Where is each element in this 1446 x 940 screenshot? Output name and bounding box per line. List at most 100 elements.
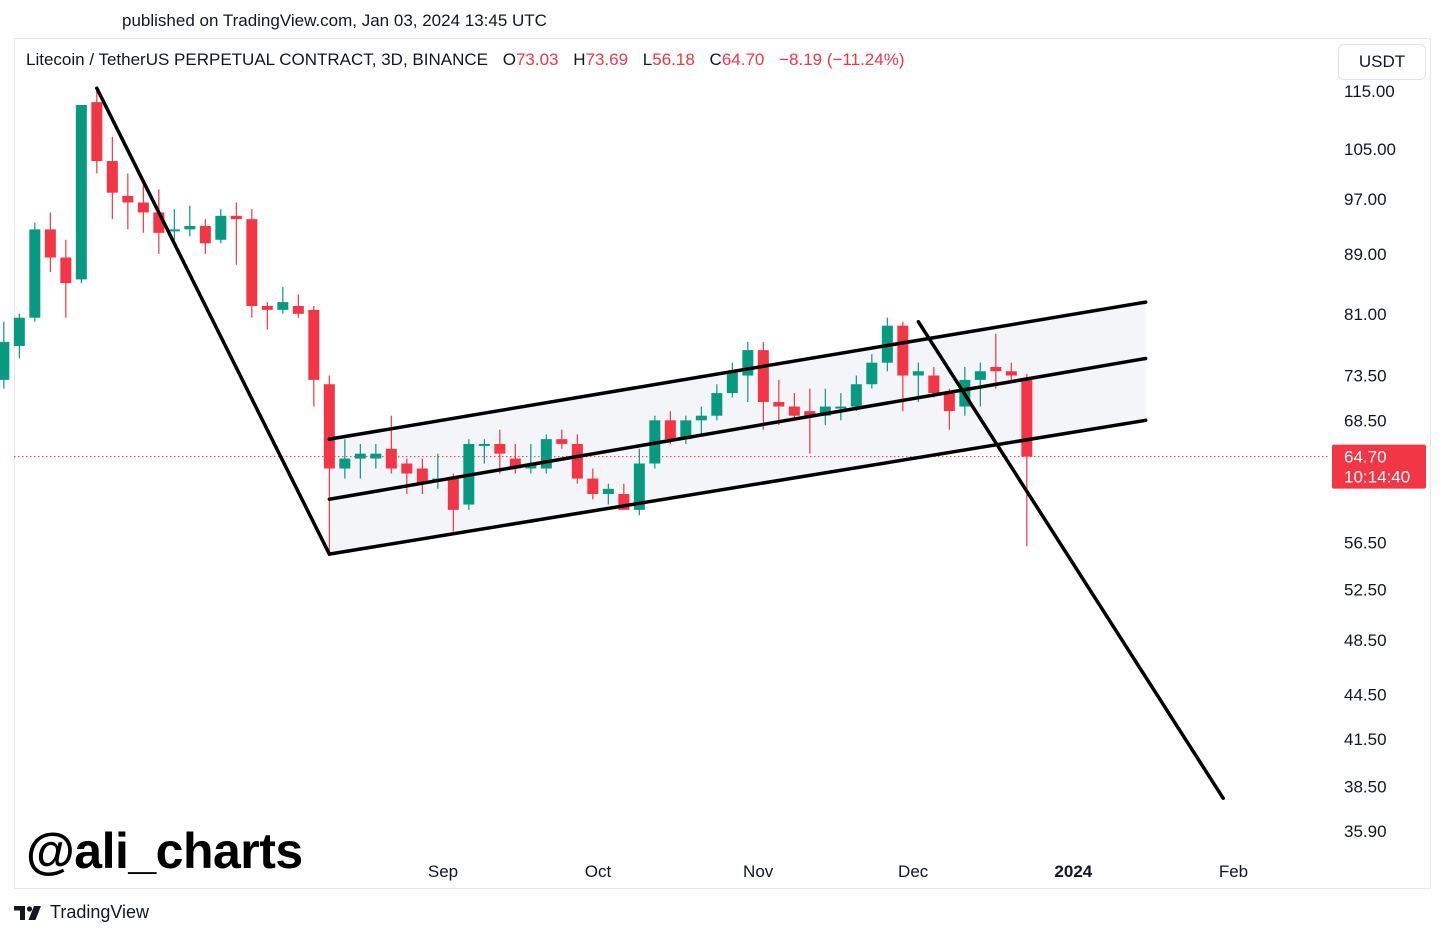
candle-body <box>850 384 862 407</box>
footer-brand[interactable]: TradingView <box>50 902 150 922</box>
candle-body <box>168 229 180 232</box>
candle[interactable] <box>478 439 490 464</box>
candle[interactable] <box>137 183 149 233</box>
candle[interactable] <box>416 458 428 495</box>
candle[interactable] <box>168 209 180 240</box>
candle[interactable] <box>587 468 599 500</box>
price-tick-label: 38.50 <box>1344 778 1387 797</box>
candle-body <box>819 406 831 416</box>
candle[interactable] <box>556 429 568 449</box>
candle[interactable] <box>711 384 723 421</box>
candle-body <box>866 362 878 385</box>
candle-body <box>928 375 940 394</box>
candle[interactable] <box>695 406 707 435</box>
candle[interactable] <box>742 341 754 403</box>
candle[interactable] <box>44 212 56 273</box>
candle-body <box>680 420 692 440</box>
candle-body <box>757 350 769 403</box>
candle[interactable] <box>215 209 227 244</box>
candle-body <box>401 463 413 474</box>
candle[interactable] <box>339 439 351 479</box>
candle[interactable] <box>571 434 583 484</box>
candle-body <box>153 212 165 233</box>
candle[interactable] <box>897 321 909 412</box>
candle-body <box>230 215 242 220</box>
candle-body <box>354 453 366 459</box>
candle-body <box>633 463 645 510</box>
candle[interactable] <box>866 354 878 389</box>
candle-body <box>292 305 304 314</box>
candle[interactable] <box>277 286 289 314</box>
candle-body <box>711 393 723 416</box>
low-value: 56.18 <box>652 50 695 69</box>
change-value: −8.19 (−11.24%) <box>779 50 905 69</box>
candle[interactable] <box>75 104 87 284</box>
published-note: published on TradingView.com, Jan 03, 20… <box>122 11 547 30</box>
candle[interactable] <box>323 375 335 555</box>
candle[interactable] <box>928 366 940 398</box>
candle[interactable] <box>664 411 676 444</box>
candle[interactable] <box>943 388 955 430</box>
candle[interactable] <box>261 302 273 330</box>
candle[interactable] <box>773 379 785 425</box>
impulse-drop-line[interactable] <box>95 86 332 556</box>
candle[interactable] <box>308 305 320 407</box>
candle[interactable] <box>29 222 41 322</box>
high-value: 73.69 <box>585 50 629 69</box>
candle[interactable] <box>246 209 258 318</box>
candle[interactable] <box>850 375 862 412</box>
candle-body <box>91 102 103 162</box>
price-tick-label: 35.90 <box>1344 822 1387 841</box>
high-label: H <box>573 50 586 69</box>
candle[interactable] <box>199 219 211 254</box>
candle[interactable] <box>60 239 72 318</box>
candle-body <box>804 411 816 416</box>
candle[interactable] <box>354 443 366 479</box>
candle[interactable] <box>0 321 10 389</box>
currency-button[interactable]: USDT <box>1338 44 1426 80</box>
footer: TradingView <box>14 902 149 923</box>
candle[interactable] <box>788 393 800 421</box>
candle[interactable] <box>122 173 134 230</box>
candle-body <box>29 229 41 318</box>
candle[interactable] <box>912 362 924 403</box>
candle[interactable] <box>726 362 738 398</box>
candle[interactable] <box>106 136 118 220</box>
candle[interactable] <box>540 434 552 474</box>
candle[interactable] <box>184 205 196 237</box>
candle[interactable] <box>804 388 816 454</box>
candle[interactable] <box>230 202 242 265</box>
candle[interactable] <box>494 429 506 474</box>
candle[interactable] <box>1005 362 1017 380</box>
candle[interactable] <box>819 388 831 425</box>
candle[interactable] <box>401 458 413 495</box>
candle-body <box>540 439 552 469</box>
candle[interactable] <box>292 294 304 318</box>
channel-middle-line[interactable] <box>327 356 1148 502</box>
candle-body <box>571 443 583 479</box>
candle[interactable] <box>1021 373 1033 547</box>
candle[interactable] <box>602 483 614 505</box>
candle[interactable] <box>835 393 847 421</box>
symbol-title[interactable]: Litecoin / TetherUS PERPETUAL CONTRACT, … <box>26 50 488 69</box>
candle[interactable] <box>757 341 769 430</box>
candle[interactable] <box>447 473 459 532</box>
close-value: 64.70 <box>721 50 765 69</box>
projected-drop-line[interactable] <box>916 319 1225 800</box>
candle-body <box>323 384 335 469</box>
channel-upper-line[interactable] <box>327 300 1148 441</box>
candle-body <box>788 406 800 416</box>
candle-body <box>695 415 707 421</box>
candle[interactable] <box>91 88 103 174</box>
tradingview-logo-icon[interactable] <box>14 905 42 921</box>
candle[interactable] <box>974 362 986 407</box>
candle[interactable] <box>990 333 1002 389</box>
candle[interactable] <box>370 443 382 469</box>
candle[interactable] <box>13 313 25 359</box>
channel-lower-line[interactable] <box>327 418 1148 556</box>
candle[interactable] <box>385 415 397 474</box>
candle[interactable] <box>153 189 165 254</box>
candle-body <box>215 215 227 240</box>
price-tick-label: 52.50 <box>1344 580 1387 599</box>
